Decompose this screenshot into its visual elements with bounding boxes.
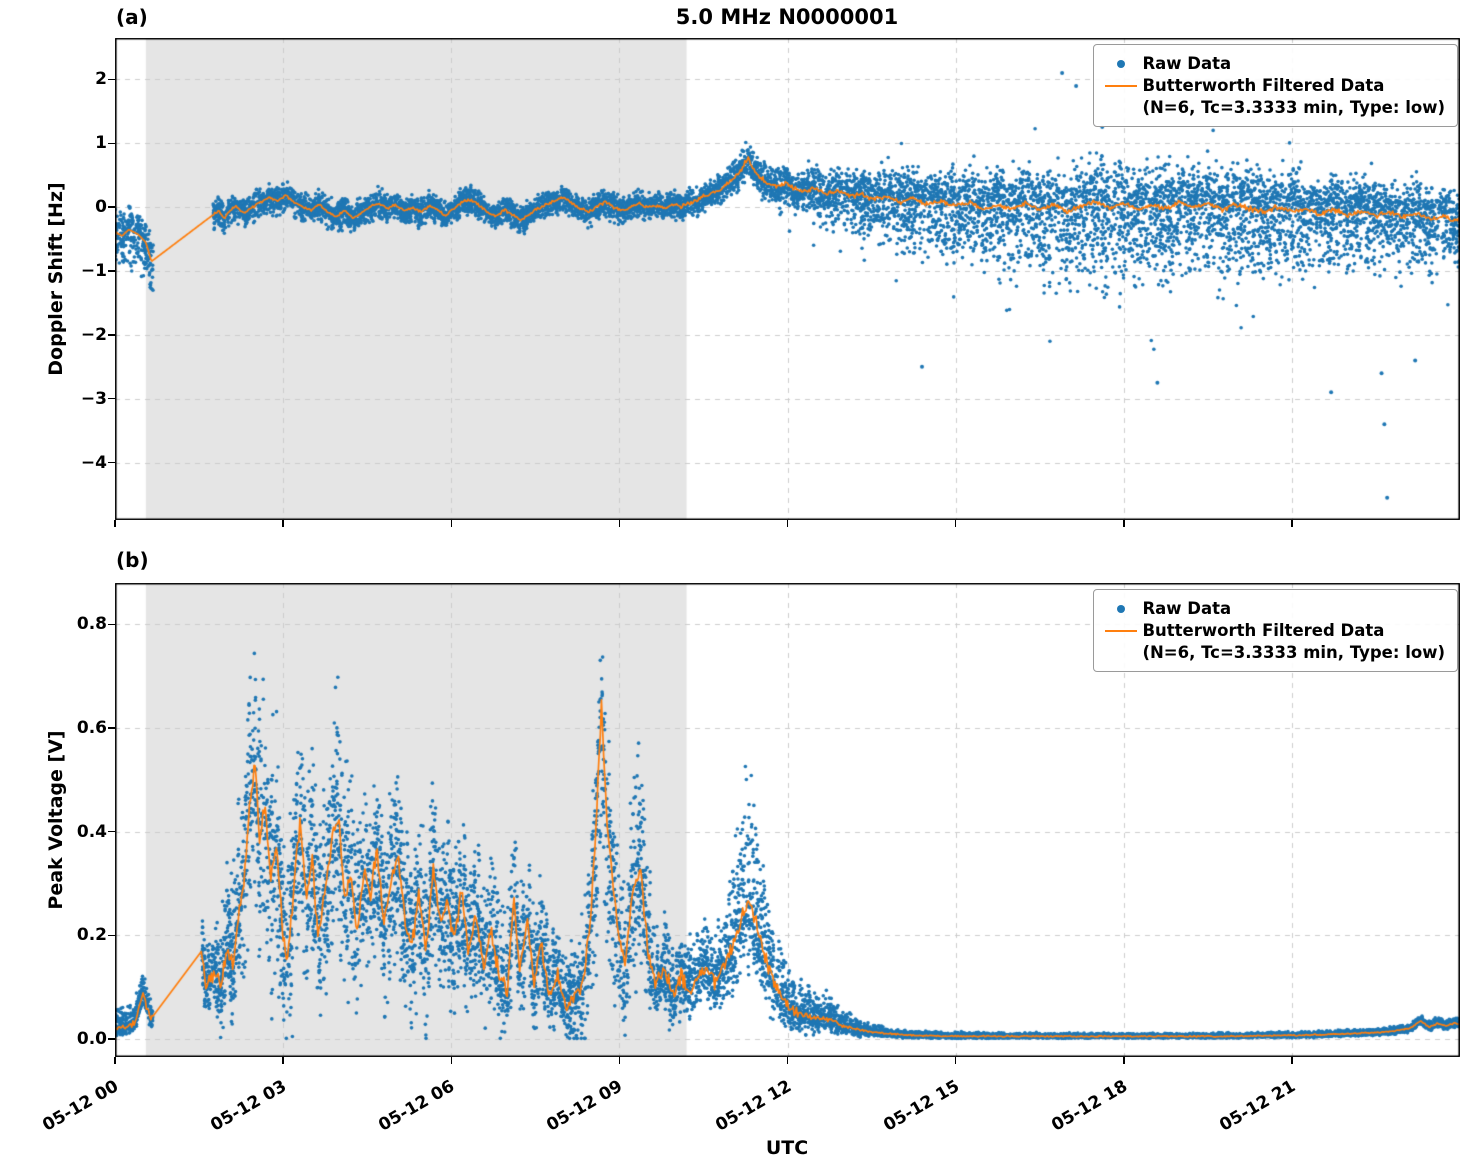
- y-tick-label: 1: [95, 133, 107, 154]
- y-tick-label: 0.4: [76, 821, 107, 842]
- y-tick-mark: [108, 461, 115, 464]
- x-tick-mark: [954, 1057, 957, 1064]
- raw-data-marker-icon: [1117, 60, 1126, 68]
- x-tick-mark: [282, 520, 284, 527]
- x-tick-label: 05-12 12: [711, 1076, 795, 1136]
- x-tick-mark: [786, 520, 789, 527]
- y-tick-mark: [108, 270, 115, 272]
- x-tick-mark: [618, 1057, 621, 1064]
- x-tick-mark: [450, 1057, 452, 1064]
- legend-raw-label: Raw Data: [1142, 54, 1232, 73]
- legend-raw-label: Raw Data: [1142, 599, 1232, 618]
- x-tick-mark: [1123, 1057, 1125, 1064]
- x-tick-mark: [114, 520, 116, 527]
- y-tick-mark: [108, 397, 115, 400]
- x-tick-mark: [954, 520, 957, 527]
- y-tick-mark: [108, 142, 115, 145]
- x-tick-mark: [1291, 1057, 1293, 1064]
- x-tick-mark: [618, 520, 621, 527]
- legend-filtered-label: Butterworth Filtered Data: [1142, 620, 1385, 640]
- x-tick-label: 05-12 15: [879, 1076, 963, 1136]
- raw-data-marker-icon: [1117, 605, 1126, 613]
- x-tick-label: 05-12 00: [39, 1076, 122, 1136]
- y-tick-mark: [108, 830, 115, 833]
- legend-filtered-params: (N=6, Tc=3.3333 min, Type: low): [1142, 642, 1445, 662]
- y-tick-mark: [108, 78, 115, 81]
- x-tick-mark: [114, 1057, 116, 1064]
- y-tick-mark: [108, 334, 115, 336]
- y-tick-label: 2: [95, 69, 107, 90]
- x-tick-mark: [282, 1057, 284, 1064]
- legend-filtered-params: (N=6, Tc=3.3333 min, Type: low): [1142, 97, 1445, 117]
- filtered-line-marker-icon: [1105, 84, 1138, 87]
- figure-title: 5.0 MHz N0000001: [675, 5, 899, 29]
- x-tick-mark: [1291, 520, 1293, 527]
- y-tick-label: 0: [95, 197, 107, 218]
- y-tick-mark: [108, 206, 115, 208]
- legend-filtered-label: Butterworth Filtered Data: [1142, 75, 1385, 95]
- y-tick-mark: [108, 623, 115, 626]
- y-tick-label: −3: [80, 388, 107, 409]
- x-tick-label: 05-12 03: [207, 1076, 291, 1136]
- x-axis-label-utc: UTC: [765, 1137, 809, 1159]
- y-tick-label: 0.6: [76, 718, 107, 739]
- x-tick-mark: [450, 520, 452, 527]
- y-tick-label: −2: [80, 324, 107, 345]
- x-tick-mark: [1123, 520, 1125, 527]
- filtered-line-marker-icon: [1105, 629, 1138, 632]
- legend-row-raw: Raw Data: [1100, 53, 1445, 75]
- x-tick-mark: [786, 1057, 789, 1064]
- panel-a-label: (a): [116, 5, 148, 29]
- y-tick-label: 0.8: [76, 614, 107, 635]
- legend-panel-b: Raw Data Butterworth Filtered Data (N=6, …: [1093, 589, 1458, 673]
- legend-row-raw: Raw Data: [1100, 598, 1445, 620]
- legend-row-filtered: Butterworth Filtered Data (N=6, Tc=3.3333…: [1100, 620, 1445, 664]
- legend-panel-a: Raw Data Butterworth Filtered Data (N=6, …: [1093, 44, 1458, 128]
- y-tick-mark: [108, 727, 115, 729]
- x-tick-label: 05-12 18: [1048, 1076, 1131, 1136]
- y-tick-label: −1: [80, 261, 107, 282]
- y-tick-label: 0.0: [76, 1028, 107, 1049]
- y-tick-mark: [108, 1038, 115, 1040]
- panel-b-label: (b): [116, 548, 149, 572]
- y-tick-mark: [108, 934, 115, 936]
- y-tick-label: −4: [80, 452, 107, 473]
- x-tick-label: 05-12 21: [1216, 1076, 1299, 1136]
- x-tick-label: 05-12 06: [375, 1076, 459, 1136]
- x-tick-label: 05-12 09: [543, 1076, 627, 1136]
- y-tick-label: 0.2: [76, 925, 107, 946]
- legend-row-filtered: Butterworth Filtered Data (N=6, Tc=3.3333…: [1100, 75, 1445, 119]
